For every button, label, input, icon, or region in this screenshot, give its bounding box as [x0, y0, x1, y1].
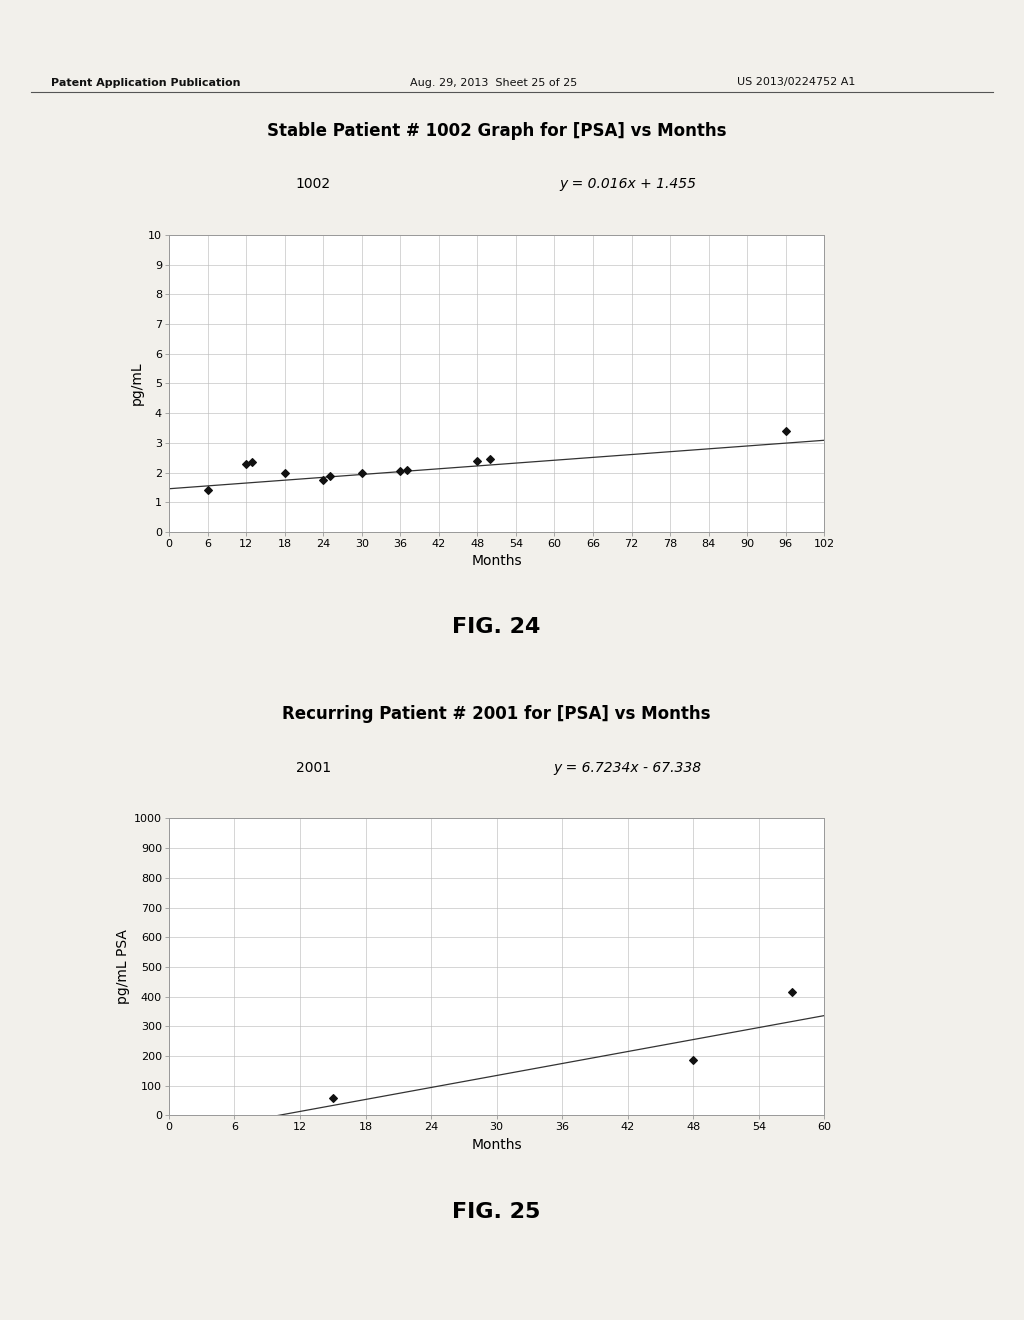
Text: Recurring Patient # 2001 for [PSA] vs Months: Recurring Patient # 2001 for [PSA] vs Mo…	[283, 705, 711, 723]
Y-axis label: pg/mL PSA: pg/mL PSA	[116, 929, 130, 1005]
Point	[482, 449, 499, 470]
Text: y = 6.7234x - 67.338: y = 6.7234x - 67.338	[554, 760, 701, 775]
Point	[398, 459, 415, 480]
Point	[325, 1088, 341, 1109]
Point	[783, 982, 800, 1003]
Text: 2001: 2001	[296, 760, 331, 775]
Point	[469, 450, 485, 471]
Point	[238, 453, 254, 474]
Text: 1002: 1002	[296, 177, 331, 191]
Point	[276, 462, 293, 483]
Point	[353, 462, 370, 483]
X-axis label: Months: Months	[471, 554, 522, 569]
Text: FIG. 24: FIG. 24	[453, 616, 541, 638]
Point	[322, 465, 338, 486]
Point	[685, 1049, 701, 1071]
Point	[245, 451, 261, 473]
Text: y = 0.016x + 1.455: y = 0.016x + 1.455	[559, 177, 696, 191]
Text: Aug. 29, 2013  Sheet 25 of 25: Aug. 29, 2013 Sheet 25 of 25	[410, 78, 577, 87]
Point	[315, 470, 332, 491]
Y-axis label: pg/mL: pg/mL	[130, 362, 143, 405]
Point	[200, 480, 216, 502]
Point	[392, 461, 409, 482]
X-axis label: Months: Months	[471, 1138, 522, 1152]
Text: Stable Patient # 1002 Graph for [PSA] vs Months: Stable Patient # 1002 Graph for [PSA] vs…	[267, 121, 726, 140]
Text: US 2013/0224752 A1: US 2013/0224752 A1	[737, 78, 856, 87]
Text: Patent Application Publication: Patent Application Publication	[51, 78, 241, 87]
Text: FIG. 25: FIG. 25	[453, 1201, 541, 1222]
Point	[777, 420, 794, 441]
